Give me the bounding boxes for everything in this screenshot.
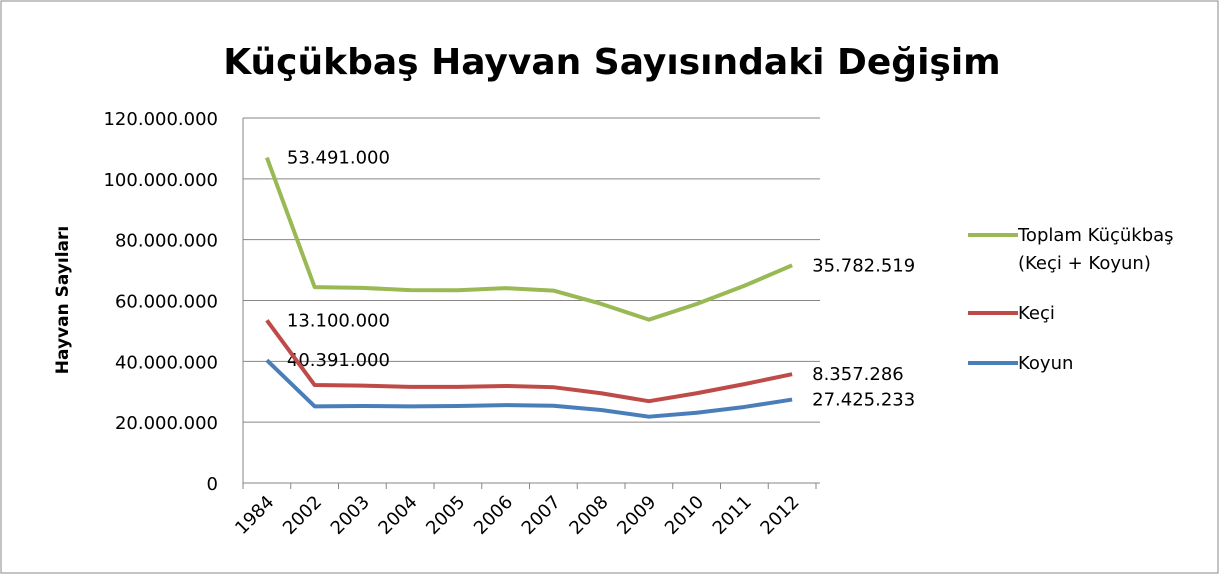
y-tick-label: 40.000.000 bbox=[115, 352, 218, 373]
legend-swatch bbox=[968, 361, 1018, 365]
legend-label: Keçi bbox=[1018, 303, 1055, 324]
y-axis-label: Hayvan Sayıları bbox=[53, 226, 73, 374]
series-line bbox=[265, 319, 793, 404]
data-label: 27.425.233 bbox=[812, 390, 915, 411]
y-tick-label: 60.000.000 bbox=[115, 292, 218, 313]
legend-label: Toplam Küçükbaş (Keçi + Koyun) bbox=[1018, 225, 1174, 274]
data-label: 40.391.000 bbox=[287, 350, 390, 371]
chart-title: Küçükbaş Hayvan Sayısındaki Değişim bbox=[223, 42, 1000, 83]
data-label: 13.100.000 bbox=[287, 310, 390, 331]
legend-label: Koyun bbox=[1018, 353, 1074, 374]
legend-swatch bbox=[968, 311, 1018, 315]
data-label: 53.491.000 bbox=[287, 148, 390, 169]
legend-item: Keçi bbox=[968, 300, 1208, 328]
series-line bbox=[264, 156, 793, 322]
legend-swatch bbox=[968, 233, 1018, 237]
y-tick-label: 80.000.000 bbox=[115, 231, 218, 252]
y-tick-label: 20.000.000 bbox=[115, 413, 218, 434]
y-tick-label: 0 bbox=[207, 474, 218, 495]
data-label: 35.782.519 bbox=[812, 255, 915, 276]
data-label: 8.357.286 bbox=[812, 364, 904, 385]
y-tick-label: 100.000.000 bbox=[103, 170, 218, 191]
y-tick-label: 120.000.000 bbox=[103, 109, 218, 130]
legend-item: Toplam Küçükbaş (Keçi + Koyun) bbox=[968, 222, 1208, 278]
legend: Toplam Küçükbaş (Keçi + Koyun) Keçi Koyun bbox=[968, 222, 1208, 400]
series-line bbox=[265, 358, 793, 419]
legend-item: Koyun bbox=[968, 350, 1208, 378]
